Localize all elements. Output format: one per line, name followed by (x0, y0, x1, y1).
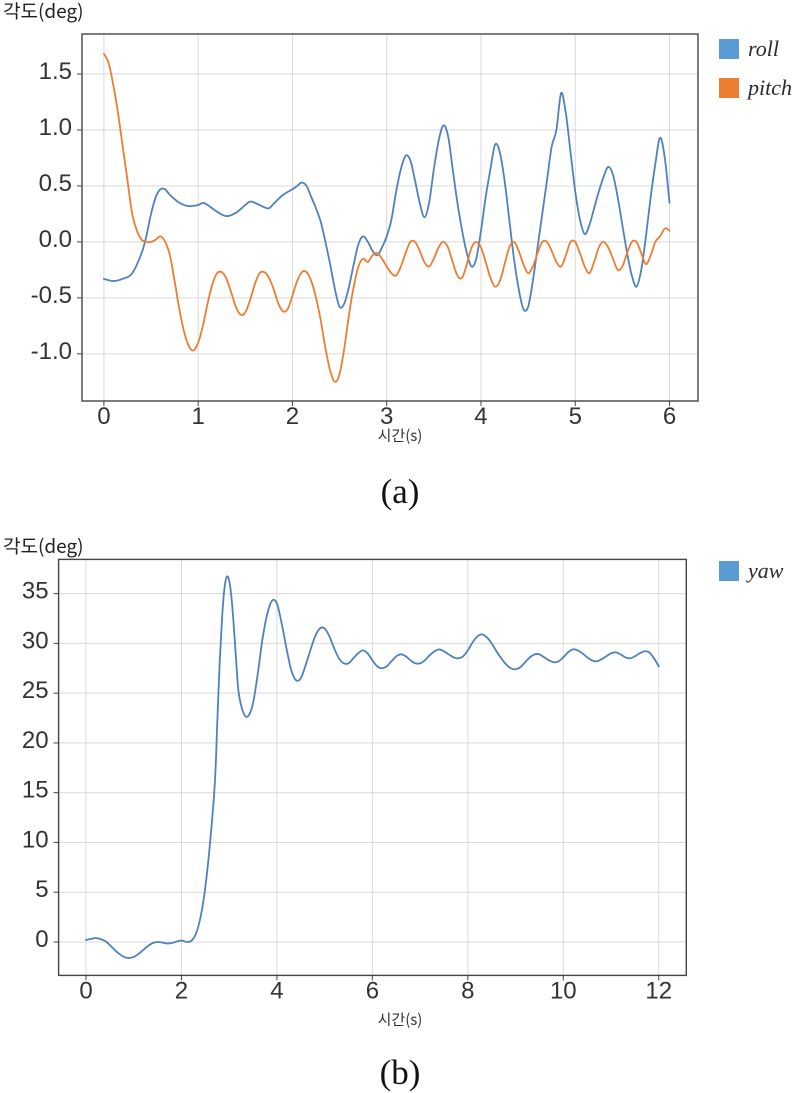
svg-text:15: 15 (22, 777, 49, 804)
svg-text:0: 0 (79, 977, 92, 1004)
svg-text:-0.5: -0.5 (31, 282, 72, 309)
svg-text:1.5: 1.5 (39, 58, 72, 85)
svg-text:30: 30 (22, 627, 49, 654)
svg-text:12: 12 (645, 977, 672, 1004)
svg-text:25: 25 (22, 677, 49, 704)
svg-text:8: 8 (461, 977, 474, 1004)
svg-text:10: 10 (22, 826, 49, 853)
svg-text:0: 0 (35, 926, 48, 953)
svg-text:20: 20 (22, 727, 49, 754)
svg-text:-1.0: -1.0 (31, 338, 72, 365)
svg-text:2: 2 (175, 977, 188, 1004)
svg-text:6: 6 (366, 977, 379, 1004)
svg-text:0.5: 0.5 (39, 170, 72, 197)
svg-text:1.0: 1.0 (39, 114, 72, 141)
svg-text:5: 5 (35, 876, 48, 903)
svg-text:10: 10 (550, 977, 577, 1004)
svg-text:35: 35 (22, 578, 49, 605)
svg-text:0.0: 0.0 (39, 226, 72, 253)
svg-text:4: 4 (270, 977, 283, 1004)
